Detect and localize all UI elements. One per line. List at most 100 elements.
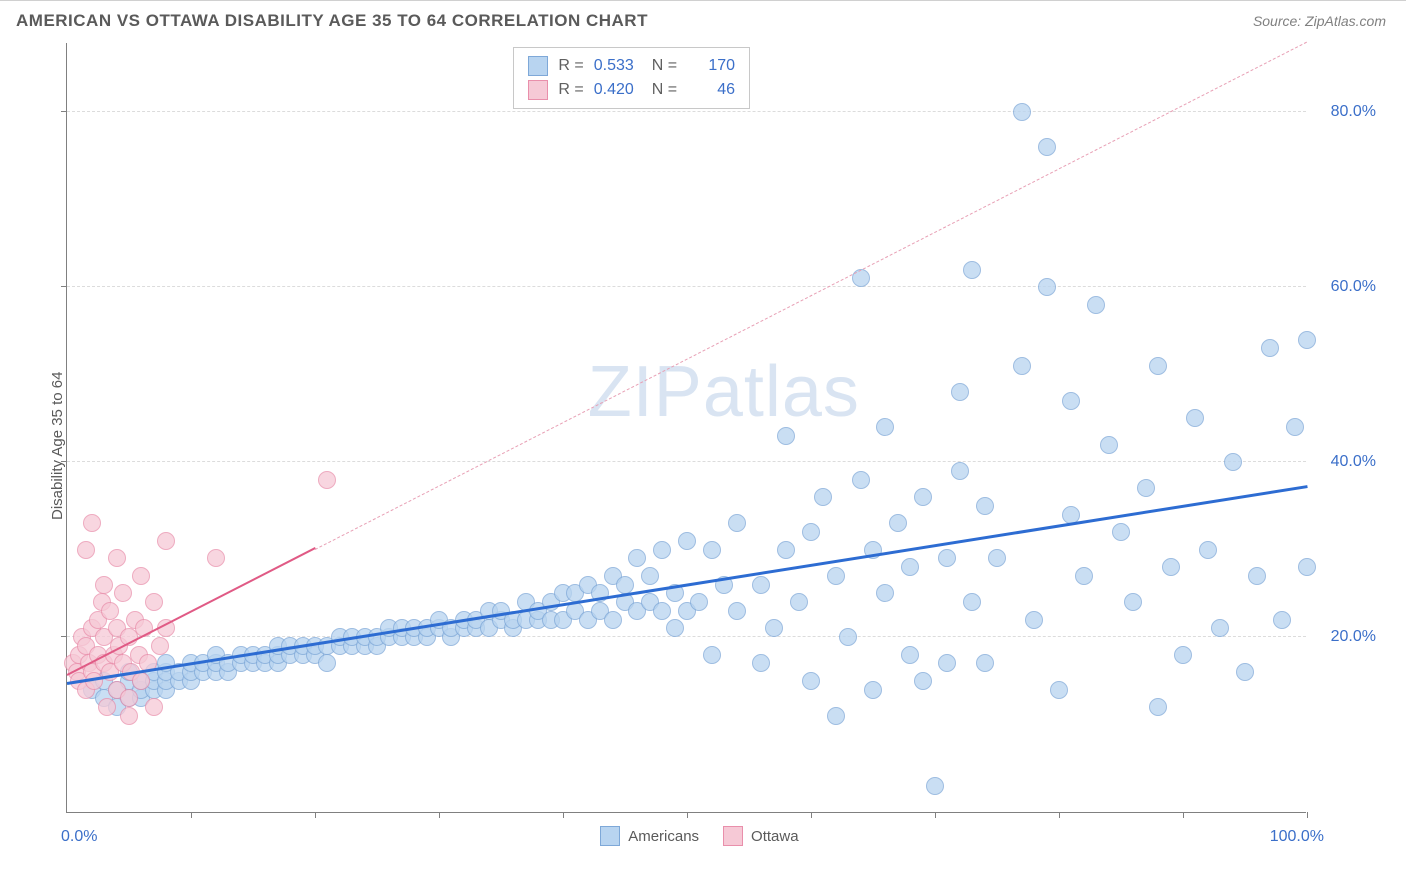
scatter-point	[666, 619, 684, 637]
scatter-point	[728, 602, 746, 620]
scatter-point	[802, 672, 820, 690]
scatter-point	[1211, 619, 1229, 637]
legend-item: Ottawa	[723, 826, 799, 846]
scatter-point	[145, 593, 163, 611]
scatter-point	[101, 602, 119, 620]
scatter-point	[1298, 558, 1316, 576]
scatter-point	[83, 514, 101, 532]
scatter-point	[814, 488, 832, 506]
scatter-point	[1075, 567, 1093, 585]
stats-row: R =0.533N =170	[528, 54, 735, 78]
scatter-point	[914, 672, 932, 690]
y-tick-label: 40.0%	[1316, 453, 1376, 471]
scatter-point	[765, 619, 783, 637]
x-tick-mark	[811, 812, 812, 818]
scatter-point	[1298, 331, 1316, 349]
scatter-point	[976, 654, 994, 672]
scatter-point	[914, 488, 932, 506]
scatter-point	[1261, 339, 1279, 357]
regression-line	[67, 485, 1307, 685]
watermark: ZIPatlas	[588, 351, 860, 433]
x-tick-mark	[315, 812, 316, 818]
scatter-point	[1236, 663, 1254, 681]
stats-r-value: 0.533	[594, 57, 642, 75]
scatter-point	[752, 576, 770, 594]
y-tick-mark	[61, 111, 67, 112]
scatter-point	[318, 654, 336, 672]
scatter-point	[145, 698, 163, 716]
scatter-point	[151, 637, 169, 655]
stats-n-value: 46	[687, 81, 735, 99]
scatter-point	[1199, 541, 1217, 559]
scatter-point	[157, 532, 175, 550]
scatter-point	[703, 646, 721, 664]
stats-box: R =0.533N =170R =0.420N =46	[513, 47, 750, 109]
x-axis-min-label: 0.0%	[61, 828, 97, 846]
scatter-point	[114, 584, 132, 602]
scatter-point	[1162, 558, 1180, 576]
scatter-point	[703, 541, 721, 559]
scatter-point	[77, 541, 95, 559]
stats-r-label: R =	[558, 81, 583, 99]
stats-swatch	[528, 56, 548, 76]
scatter-point	[207, 549, 225, 567]
plot-area: 20.0%40.0%60.0%80.0%0.0%100.0%Disability…	[66, 43, 1306, 813]
scatter-point	[690, 593, 708, 611]
scatter-point	[976, 497, 994, 515]
legend: Americans Ottawa	[600, 826, 798, 846]
stats-n-label: N =	[652, 81, 677, 99]
scatter-point	[752, 654, 770, 672]
x-tick-mark	[563, 812, 564, 818]
stats-swatch	[528, 80, 548, 100]
scatter-point	[653, 602, 671, 620]
scatter-point	[889, 514, 907, 532]
scatter-point	[827, 707, 845, 725]
scatter-point	[616, 576, 634, 594]
grid-line	[67, 636, 1306, 637]
scatter-point	[132, 672, 150, 690]
x-tick-mark	[439, 812, 440, 818]
scatter-point	[1124, 593, 1142, 611]
scatter-point	[951, 462, 969, 480]
x-tick-mark	[1307, 812, 1308, 818]
scatter-point	[1137, 479, 1155, 497]
scatter-point	[120, 689, 138, 707]
stats-n-value: 170	[687, 57, 735, 75]
scatter-point	[1038, 278, 1056, 296]
x-tick-mark	[1059, 812, 1060, 818]
grid-line	[67, 461, 1306, 462]
scatter-point	[641, 567, 659, 585]
scatter-point	[1087, 296, 1105, 314]
scatter-point	[95, 576, 113, 594]
chart-title: AMERICAN VS OTTAWA DISABILITY AGE 35 TO …	[16, 11, 648, 31]
scatter-point	[864, 681, 882, 699]
scatter-point	[628, 549, 646, 567]
scatter-point	[1013, 103, 1031, 121]
grid-line	[67, 111, 1306, 112]
scatter-point	[963, 261, 981, 279]
x-tick-mark	[687, 812, 688, 818]
y-tick-label: 20.0%	[1316, 628, 1376, 646]
scatter-point	[901, 558, 919, 576]
scatter-point	[938, 654, 956, 672]
chart-header: AMERICAN VS OTTAWA DISABILITY AGE 35 TO …	[0, 0, 1406, 39]
scatter-point	[1038, 138, 1056, 156]
regression-line	[315, 41, 1307, 549]
scatter-point	[1186, 409, 1204, 427]
scatter-point	[1286, 418, 1304, 436]
x-tick-mark	[1183, 812, 1184, 818]
scatter-point	[852, 471, 870, 489]
scatter-point	[926, 777, 944, 795]
scatter-point	[1013, 357, 1031, 375]
scatter-point	[604, 611, 622, 629]
y-tick-mark	[61, 636, 67, 637]
scatter-point	[1100, 436, 1118, 454]
scatter-point	[1025, 611, 1043, 629]
scatter-point	[802, 523, 820, 541]
y-tick-label: 80.0%	[1316, 103, 1376, 121]
x-axis-max-label: 100.0%	[1270, 828, 1324, 846]
scatter-point	[1248, 567, 1266, 585]
scatter-point	[1273, 611, 1291, 629]
legend-item: Americans	[600, 826, 699, 846]
scatter-point	[951, 383, 969, 401]
